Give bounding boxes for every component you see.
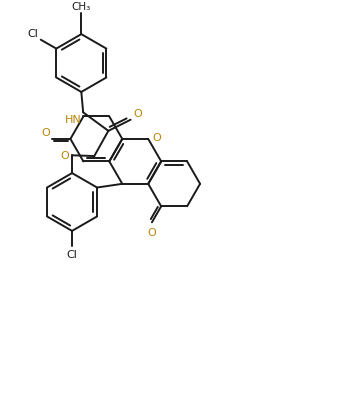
Text: O: O: [133, 108, 142, 118]
Text: O: O: [41, 127, 50, 137]
Text: HN: HN: [65, 115, 82, 124]
Text: Cl: Cl: [67, 249, 78, 259]
Text: O: O: [61, 151, 69, 161]
Text: O: O: [152, 133, 161, 143]
Text: Cl: Cl: [28, 29, 38, 39]
Text: O: O: [148, 227, 156, 237]
Text: CH₃: CH₃: [72, 2, 91, 12]
